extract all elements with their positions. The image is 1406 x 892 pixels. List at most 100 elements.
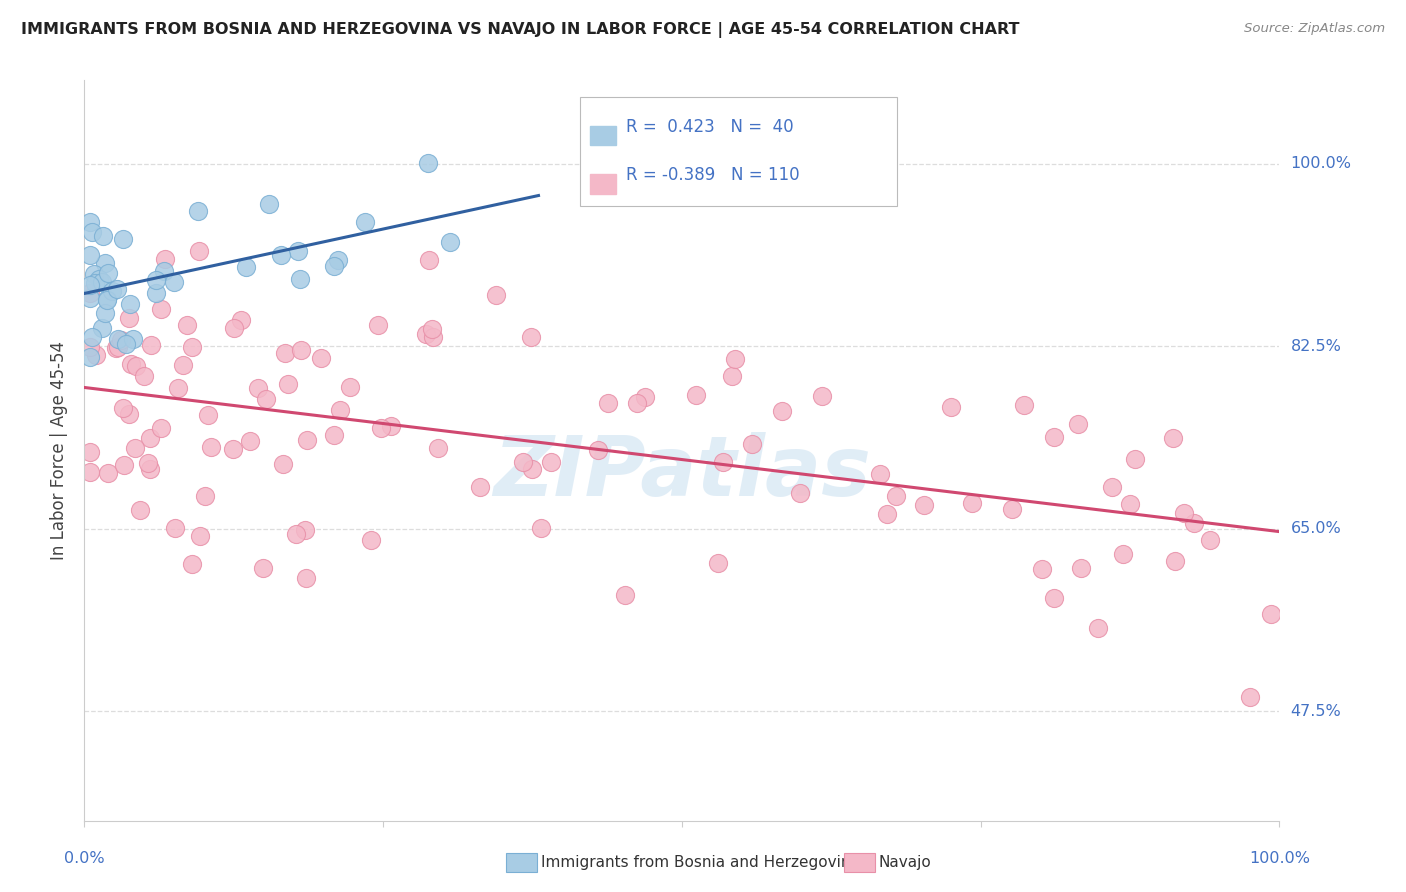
Point [124, 442, 146, 456]
Point [153, 252, 176, 267]
Point [79, 465, 101, 479]
Point [94, 305, 117, 319]
Point [512, 455, 534, 469]
Point [235, 260, 257, 274]
Point [79, 286, 101, 301]
Point [145, 285, 167, 300]
Point [1199, 533, 1222, 547]
Point [188, 529, 211, 543]
Point [626, 396, 648, 410]
Point [724, 352, 747, 367]
Point [1161, 431, 1184, 445]
Bar [591, 126, 616, 145]
Point [295, 571, 318, 585]
Point [91, 229, 114, 244]
Point [141, 338, 163, 352]
Point [287, 244, 309, 259]
Point [166, 381, 188, 395]
Point [339, 379, 361, 393]
Point [132, 369, 155, 384]
Point [294, 523, 316, 537]
Point [1070, 561, 1092, 575]
Point [1260, 607, 1282, 622]
Point [284, 527, 307, 541]
Text: ZIPatlas: ZIPatlas [494, 432, 870, 513]
Point [94, 255, 117, 269]
Point [707, 556, 730, 570]
Point [939, 400, 962, 414]
Point [118, 296, 141, 310]
Point [270, 248, 292, 262]
Point [1112, 547, 1135, 561]
Text: Navajo: Navajo [879, 855, 932, 870]
Point [96, 293, 118, 308]
Point [247, 381, 270, 395]
FancyBboxPatch shape [581, 97, 897, 206]
Point [79, 215, 101, 229]
Point [107, 332, 129, 346]
Point [79, 340, 101, 354]
Point [97, 467, 120, 481]
Point [229, 312, 252, 326]
Point [869, 467, 891, 481]
Point [598, 396, 620, 410]
Point [257, 197, 280, 211]
Point [79, 445, 101, 459]
Text: R = -0.389   N = 110: R = -0.389 N = 110 [626, 166, 800, 184]
Point [295, 433, 318, 447]
Point [912, 498, 935, 512]
Point [634, 390, 657, 404]
Point [180, 557, 202, 571]
Point [415, 327, 437, 342]
Point [96, 292, 118, 306]
Point [97, 266, 120, 280]
Point [1014, 398, 1036, 412]
Point [181, 340, 204, 354]
Point [309, 351, 332, 366]
Point [80, 226, 103, 240]
Point [427, 441, 450, 455]
Point [118, 310, 141, 325]
Point [79, 350, 101, 364]
Point [1239, 690, 1261, 704]
Point [540, 454, 562, 468]
Point [422, 330, 444, 344]
Point [1101, 480, 1123, 494]
Point [82, 330, 104, 344]
Point [187, 244, 209, 258]
Point [91, 275, 114, 289]
Point [741, 437, 763, 451]
Point [112, 401, 135, 416]
Point [290, 343, 312, 357]
Point [79, 277, 101, 292]
Point [197, 408, 219, 422]
Point [520, 462, 543, 476]
Point [222, 321, 245, 335]
Point [1043, 430, 1066, 444]
Point [789, 485, 811, 500]
Text: Immigrants from Bosnia and Herzegovina: Immigrants from Bosnia and Herzegovina [541, 855, 860, 870]
Point [84, 348, 107, 362]
Point [468, 480, 491, 494]
Point [139, 461, 162, 475]
Point [187, 203, 209, 218]
Point [139, 431, 162, 445]
Point [1067, 417, 1090, 432]
Text: 100.0%: 100.0% [1249, 851, 1310, 866]
Point [876, 508, 898, 522]
Point [685, 387, 707, 401]
Point [416, 156, 439, 170]
Bar [591, 174, 616, 194]
Point [323, 259, 346, 273]
Point [163, 275, 186, 289]
Point [110, 333, 132, 347]
Text: 0.0%: 0.0% [65, 851, 104, 866]
Point [439, 235, 461, 249]
Point [420, 321, 443, 335]
Point [277, 377, 299, 392]
Point [353, 215, 375, 229]
Point [120, 357, 142, 371]
Point [1031, 562, 1053, 576]
Point [87, 271, 110, 285]
Point [101, 285, 124, 299]
